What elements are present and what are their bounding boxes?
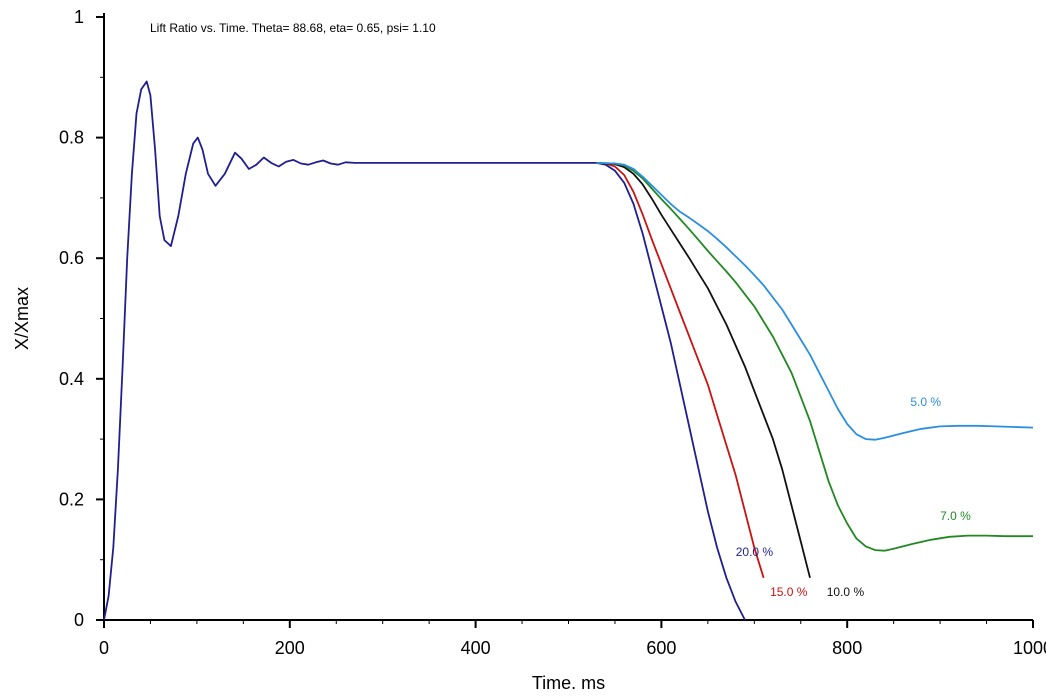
series-labels: 20.0 % 15.0 % 10.0 % 7.0 % 5.0 % <box>736 395 971 599</box>
x-tick-label: 0 <box>99 638 109 658</box>
series-label-4: 5.0 % <box>910 395 941 409</box>
series-line-4 <box>596 162 1034 441</box>
y-tick-label: 0 <box>74 610 84 630</box>
chart-title: Lift Ratio vs. Time. Theta= 88.68, eta= … <box>150 21 436 35</box>
y-tick-label: 0.6 <box>59 248 84 268</box>
series-group <box>103 80 1034 621</box>
axes <box>103 13 1033 621</box>
series-line-0 <box>103 80 746 621</box>
x-tick-label: 600 <box>646 638 676 658</box>
series-label-2: 10.0 % <box>827 585 865 599</box>
y-tick-label: 0.2 <box>59 489 84 509</box>
series-label-0: 20.0 % <box>736 545 774 559</box>
y-tick-label: 0.4 <box>59 369 84 389</box>
y-tick-label: 1 <box>74 7 84 27</box>
y-axis-title: X/Xmax <box>12 287 32 350</box>
x-tick-label: 400 <box>461 638 491 658</box>
series-label-1: 15.0 % <box>770 585 808 599</box>
series-line-1 <box>596 162 765 579</box>
x-tick-label: 200 <box>275 638 305 658</box>
series-line-2 <box>596 162 811 579</box>
x-tick-label: 800 <box>832 638 862 658</box>
series-label-3: 7.0 % <box>940 509 971 523</box>
x-axis-title: Time. ms <box>532 673 605 693</box>
series-line-3 <box>596 162 1033 552</box>
y-tick-label: 0.8 <box>59 128 84 148</box>
